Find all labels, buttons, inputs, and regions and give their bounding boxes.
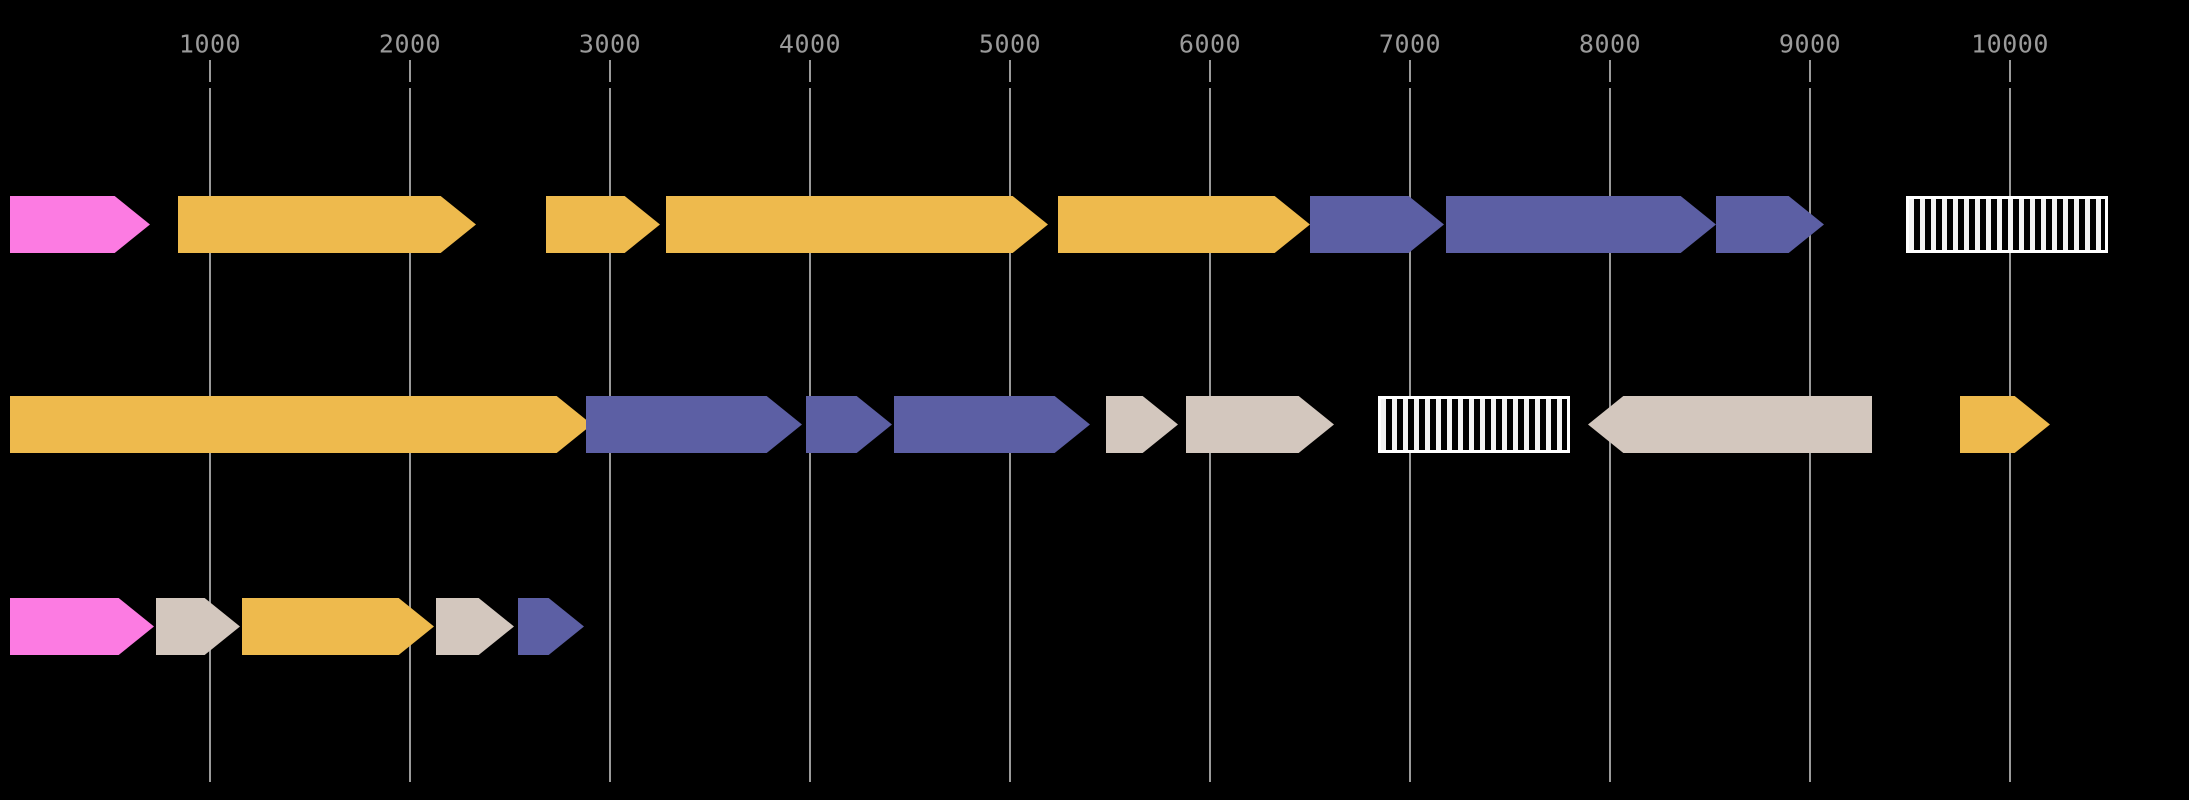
track-2 bbox=[0, 396, 2189, 453]
gene-feature-arrow[interactable] bbox=[1960, 396, 2050, 453]
gene-feature-arrow[interactable] bbox=[10, 196, 150, 253]
gene-feature-arrow[interactable] bbox=[10, 598, 154, 655]
gene-feature-arrow[interactable] bbox=[1186, 396, 1334, 453]
axis-tick-mark bbox=[1209, 60, 1211, 82]
axis-tick-label: 1000 bbox=[178, 29, 242, 59]
axis-tick-mark bbox=[809, 60, 811, 82]
axis-tick-label: 10000 bbox=[1971, 29, 2049, 59]
axis-tick-label: 6000 bbox=[1178, 29, 1242, 59]
gene-feature-arrow[interactable] bbox=[1106, 396, 1178, 453]
axis-tick-label: 7000 bbox=[1378, 29, 1442, 59]
gene-feature-arrow[interactable] bbox=[1310, 196, 1444, 253]
axis-tick-mark bbox=[409, 60, 411, 82]
axis-tick-mark bbox=[1609, 60, 1611, 82]
track-3 bbox=[0, 598, 2189, 655]
gene-feature-arrow[interactable] bbox=[586, 396, 802, 453]
axis-tick-mark bbox=[1009, 60, 1011, 82]
axis-tick-label: 8000 bbox=[1578, 29, 1642, 59]
axis-tick-label: 3000 bbox=[578, 29, 642, 59]
axis-tick-mark bbox=[209, 60, 211, 82]
gene-feature-arrow[interactable] bbox=[666, 196, 1048, 253]
gene-feature-arrow[interactable] bbox=[518, 598, 584, 655]
gene-feature-arrow[interactable] bbox=[1446, 196, 1716, 253]
gene-feature-hatched[interactable] bbox=[1378, 396, 1570, 453]
axis-tick-mark bbox=[1409, 60, 1411, 82]
gene-feature-arrow[interactable] bbox=[156, 598, 240, 655]
track-1 bbox=[0, 196, 2189, 253]
axis-tick-label: 5000 bbox=[978, 29, 1042, 59]
gene-feature-hatched[interactable] bbox=[1906, 196, 2108, 253]
axis-tick-label: 4000 bbox=[778, 29, 842, 59]
gene-feature-arrow[interactable] bbox=[1716, 196, 1824, 253]
axis-tick-mark bbox=[2009, 60, 2011, 82]
gene-feature-arrow[interactable] bbox=[10, 396, 592, 453]
axis-tick-mark bbox=[1809, 60, 1811, 82]
gene-feature-arrow[interactable] bbox=[1058, 196, 1310, 253]
gene-feature-arrow[interactable] bbox=[178, 196, 476, 253]
gene-feature-arrow[interactable] bbox=[806, 396, 892, 453]
gene-feature-arrow[interactable] bbox=[242, 598, 434, 655]
gene-feature-arrow[interactable] bbox=[894, 396, 1090, 453]
gene-feature-arrow[interactable] bbox=[1588, 396, 1872, 453]
gene-feature-arrow[interactable] bbox=[436, 598, 514, 655]
axis-tick-mark bbox=[609, 60, 611, 82]
axis-tick-label: 2000 bbox=[378, 29, 442, 59]
gene-feature-arrow[interactable] bbox=[546, 196, 660, 253]
axis-tick-label: 9000 bbox=[1778, 29, 1842, 59]
